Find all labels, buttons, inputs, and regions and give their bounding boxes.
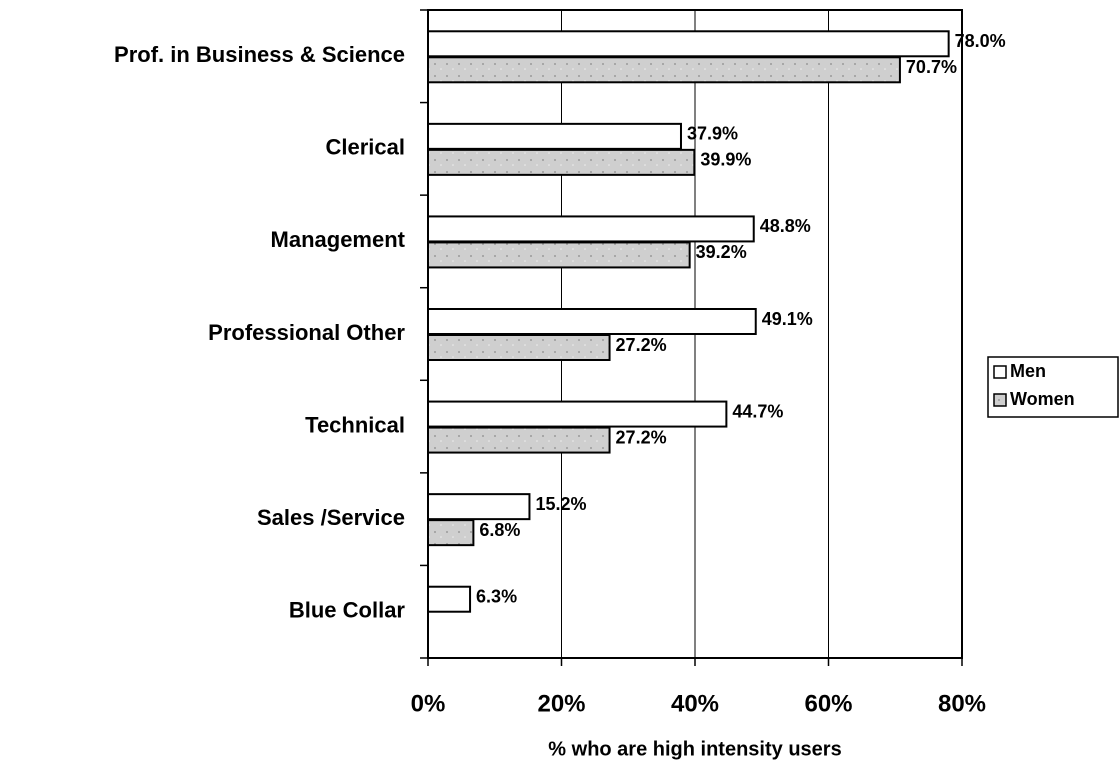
y-tick-label: Prof. in Business & Science (114, 42, 405, 67)
value-label: 49.1% (762, 309, 813, 329)
value-label: 15.2% (535, 494, 586, 514)
legend-box (987, 356, 1119, 418)
legend-label: Women (1010, 389, 1075, 409)
bar (427, 308, 757, 335)
value-label: 39.9% (700, 150, 751, 170)
value-label: 27.2% (616, 427, 667, 447)
x-axis-title: % who are high intensity users (548, 738, 841, 760)
y-tick-label: Sales /Service (257, 505, 405, 530)
value-label: 27.2% (616, 335, 667, 355)
x-tick-label: 0% (411, 690, 446, 717)
bar (427, 56, 901, 84)
y-tick-label: Blue Collar (289, 598, 406, 623)
value-label: 6.8% (479, 520, 520, 540)
bar (427, 122, 682, 150)
bar (427, 241, 691, 269)
bar (427, 519, 475, 547)
bar (427, 30, 950, 58)
bar (427, 400, 728, 428)
value-label: 44.7% (732, 401, 783, 421)
bar (427, 585, 472, 613)
x-tick-label: 40% (671, 690, 719, 717)
value-label: 37.9% (687, 124, 738, 144)
x-tick-label: 60% (804, 690, 852, 717)
bar (427, 334, 611, 361)
value-label: 6.3% (476, 586, 517, 606)
y-tick-label: Technical (305, 412, 405, 437)
x-tick-label: 20% (537, 690, 585, 717)
bar (427, 493, 531, 521)
bar (427, 215, 755, 243)
value-label: 39.2% (696, 242, 747, 262)
legend-swatch (993, 365, 1007, 379)
legend-swatch (993, 393, 1007, 407)
value-label: 78.0% (955, 31, 1006, 51)
legend-label: Men (1010, 361, 1046, 381)
y-tick-label: Management (271, 227, 406, 252)
y-tick-label: Professional Other (208, 320, 405, 345)
bar (427, 148, 696, 176)
bar (427, 426, 611, 454)
y-tick-label: Clerical (326, 135, 406, 160)
value-label: 70.7% (906, 57, 957, 77)
value-label: 48.8% (760, 216, 811, 236)
x-tick-label: 80% (938, 690, 986, 717)
